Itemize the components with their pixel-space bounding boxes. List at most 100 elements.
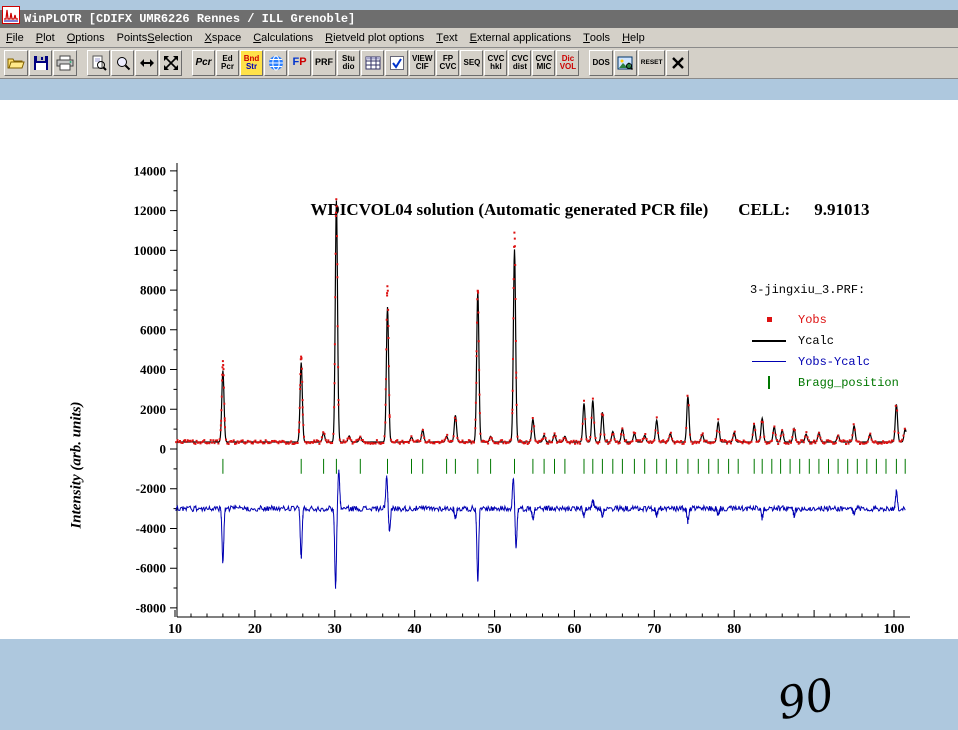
toolbar-separator	[183, 50, 191, 76]
prf-button[interactable]: PRF	[312, 50, 336, 76]
seq-button[interactable]: SEQ	[460, 50, 484, 76]
fp-cvc-button[interactable]: FP CVC	[436, 50, 460, 76]
expand-horizontal-button[interactable]	[135, 50, 158, 76]
toolbar-separator	[78, 50, 86, 76]
fp-button[interactable]: FP	[288, 50, 311, 76]
toolbar-button-label: RESET	[640, 58, 663, 66]
cell-value: 9.91013	[814, 200, 870, 219]
zoom-icon	[116, 57, 130, 71]
pcr-button[interactable]: Pcr	[192, 50, 215, 76]
toolbar-button-label: Dic	[561, 53, 575, 63]
cvc-mic-button[interactable]: CVC MIC	[532, 50, 556, 76]
toolbar-button-label: CIF	[415, 62, 429, 71]
dicvol-button[interactable]: Dic VOL	[556, 50, 580, 76]
toolbar-button-label: MIC	[536, 62, 552, 71]
zoom-button[interactable]	[111, 50, 134, 76]
save-icon	[33, 56, 48, 70]
toolbar-button-label: Stu	[342, 53, 355, 63]
toolbar-button-label: Bnd	[243, 53, 260, 63]
toolbar-button-label: CVC	[439, 62, 457, 71]
legend-label: Bragg_position	[798, 375, 899, 390]
toolbar-button-label: hkl	[490, 62, 502, 71]
legend-label: Yobs	[798, 312, 827, 327]
toolbar-button-label: VOL	[559, 62, 577, 71]
app-icon[interactable]	[2, 5, 20, 25]
toolbar-button-label: CVC	[511, 53, 529, 63]
legend-label: Ycalc	[798, 333, 835, 348]
toolbar-button-label: CVC	[535, 53, 553, 63]
close-plot-button[interactable]	[666, 50, 690, 76]
toolbar-button-label: DOS	[592, 57, 610, 67]
legend-entries: Yobs Ycalc Yobs-Ycalc Bragg_position	[750, 309, 950, 393]
legend-entry: Yobs-Ycalc	[750, 351, 950, 372]
print-icon	[56, 55, 74, 71]
legend-line-marker-icon	[750, 361, 788, 362]
plot-window: WDICVOL04 solution (Automatic generated …	[0, 80, 958, 730]
title-bar: WinPLOTR [CDIFX UMR6226 Rennes / ILL Gre…	[0, 10, 958, 28]
edit-pcr-button[interactable]: Ed Pcr	[216, 50, 239, 76]
legend-line-marker-icon	[750, 339, 788, 342]
toolbar-button-label: VIEW	[412, 53, 433, 63]
print-button[interactable]	[53, 50, 77, 76]
legend-square-marker-icon	[750, 317, 788, 322]
toolbar-button-label: Pcr	[195, 56, 212, 68]
zoom-page-button[interactable]	[87, 50, 110, 76]
tool-bar: Pcr Ed Pcr Bnd Str FP PRF Stu dio VIEW CIF FP CVC SEQ…	[0, 48, 958, 79]
open-file-button[interactable]	[4, 50, 28, 76]
save-button[interactable]	[29, 50, 52, 76]
legend-entry: Yobs	[750, 309, 950, 330]
table-button[interactable]	[361, 50, 384, 76]
x-tick-label-90-artifact: 90	[773, 668, 839, 730]
studio-button[interactable]: Stu dio	[337, 50, 360, 76]
grid-icon	[365, 56, 380, 70]
toolbar-button-label: dist	[512, 62, 528, 71]
chart-title: WDICVOL04 solution (Automatic generated …	[220, 200, 958, 220]
resize-x-icon	[163, 56, 178, 70]
check-button[interactable]	[385, 50, 408, 76]
band-str-button[interactable]: Bnd Str	[240, 50, 263, 76]
image-icon	[617, 56, 634, 71]
open-folder-icon	[7, 58, 25, 69]
cvc-dist-button[interactable]: CVC dist	[508, 50, 532, 76]
winplotr-logo-icon	[2, 6, 20, 24]
toolbar-button-label: CVC	[487, 53, 505, 63]
toolbar-button-label: SEQ	[463, 57, 481, 67]
toolbar-button-label: dio	[342, 62, 355, 71]
check-icon	[389, 56, 404, 70]
dos-button[interactable]: DOS	[589, 50, 613, 76]
legend-tick-marker-icon	[750, 376, 788, 389]
cvc-hkl-button[interactable]: CVC hkl	[484, 50, 508, 76]
toolbar-separator	[580, 50, 588, 76]
close-x-icon	[672, 57, 684, 69]
legend-entry: Ycalc	[750, 330, 950, 351]
globe-button[interactable]	[264, 50, 287, 76]
menu-x-space[interactable]: X space	[204, 31, 242, 44]
cell-label: CELL:	[738, 200, 791, 219]
toolbar-button-label: FP	[292, 56, 307, 69]
toolbar-button-label: Ed	[222, 53, 233, 63]
image-button[interactable]	[613, 50, 637, 76]
window-title: WinPLOTR [CDIFX UMR6226 Rennes / ILL Gre…	[24, 12, 356, 26]
y-axis-title: Intensity (arb. units)	[68, 401, 85, 529]
legend-label: Yobs-Ycalc	[798, 354, 871, 369]
chart-title-text: WDICVOL04 solution (Automatic generated …	[310, 200, 709, 219]
legend-header: 3-jingxiu_3.PRF:	[750, 283, 866, 297]
reset-button[interactable]: RESET	[637, 50, 666, 76]
view-cif-button[interactable]: VIEW CIF	[409, 50, 436, 76]
toolbar-button-label: Str	[245, 62, 258, 71]
expand-all-button[interactable]	[159, 50, 182, 76]
resize-h-icon	[139, 59, 154, 67]
toolbar-button-label: Pcr	[221, 62, 234, 71]
toolbar-button-label: PRF	[315, 57, 333, 68]
toolbar-button-label: FP	[442, 53, 454, 63]
